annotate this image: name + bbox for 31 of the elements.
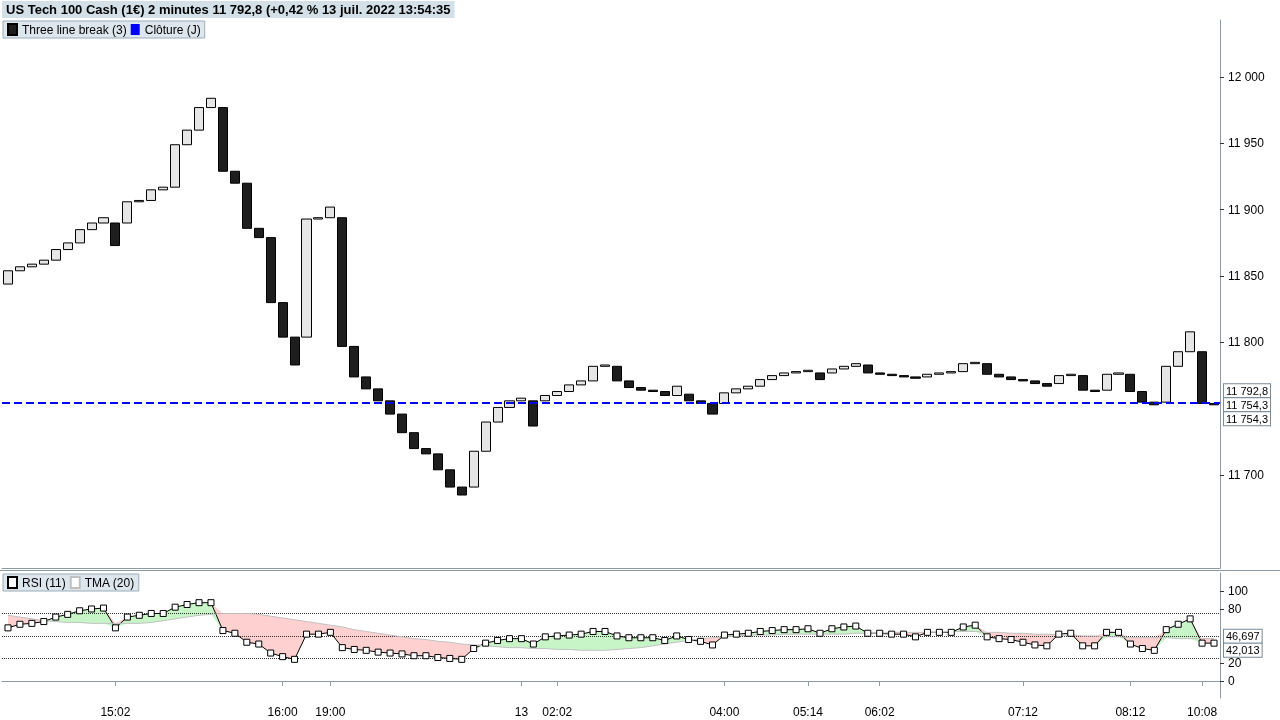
y-tick-label: 11 950 bbox=[1228, 136, 1265, 151]
text: 11 792,8 bbox=[1226, 384, 1269, 397]
y-tick-label: 80 bbox=[1228, 601, 1242, 616]
x-tick-label: 02:02 bbox=[542, 705, 573, 719]
text: 11 754,3 bbox=[1226, 398, 1269, 411]
y-tick-label: 11 900 bbox=[1228, 202, 1265, 217]
x-tick-label: 13 bbox=[514, 705, 529, 719]
x-tick-label: 04:00 bbox=[709, 705, 740, 719]
legend-label: TMA (20) bbox=[84, 575, 135, 590]
x-tick-label: 05:14 bbox=[793, 705, 824, 719]
x-tick-label: 08:12 bbox=[1115, 705, 1146, 719]
text: 11 754,3 bbox=[1226, 412, 1269, 425]
x-tick-label: 10:08 bbox=[1187, 705, 1218, 719]
legend-label: Three line break (3) bbox=[22, 22, 127, 37]
chart-title: US Tech 100 Cash (1€) 2 minutes 11 792,8 (+0,42 % 13 juil. 2022 13:54:35 bbox=[6, 2, 451, 17]
legend-label: Clôture (J) bbox=[144, 22, 201, 37]
y-tick-label: 11 800 bbox=[1228, 335, 1265, 350]
text: 46,697 bbox=[1226, 630, 1260, 643]
legend-label: RSI (11) bbox=[22, 575, 66, 590]
x-tick-label: 16:00 bbox=[267, 705, 298, 719]
y-tick-label: 12 000 bbox=[1228, 70, 1266, 85]
y-tick-label: 100 bbox=[1228, 583, 1249, 598]
x-tick-label: 15:02 bbox=[100, 705, 131, 719]
y-tick-label: 11 850 bbox=[1228, 269, 1265, 284]
x-tick-label: 06:02 bbox=[864, 705, 896, 719]
text: 42,013 bbox=[1226, 644, 1260, 657]
y-tick-label: 0 bbox=[1228, 673, 1235, 688]
x-tick-label: 19:00 bbox=[315, 705, 346, 719]
y-tick-label: 20 bbox=[1228, 655, 1242, 670]
y-tick-label: 11 700 bbox=[1228, 468, 1265, 483]
x-tick-label: 07:12 bbox=[1007, 705, 1039, 719]
